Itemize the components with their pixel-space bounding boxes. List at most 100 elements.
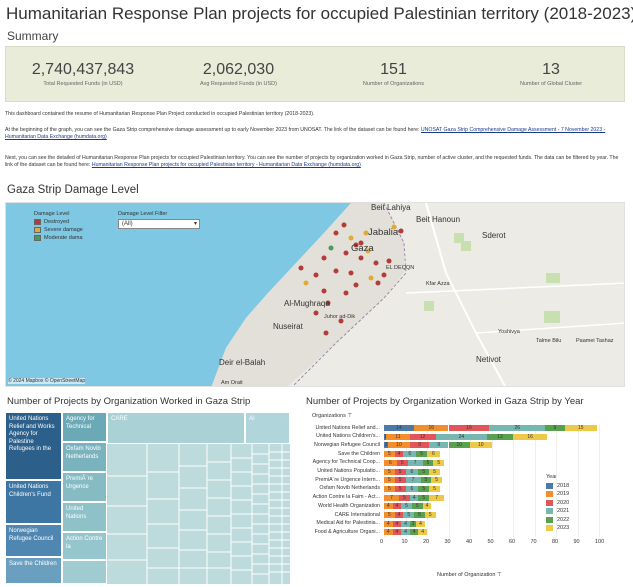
bar-segment[interactable]: 26 [489,425,546,431]
bar-segment[interactable]: 5 [394,477,406,484]
bar-segment[interactable]: 5 [429,468,440,475]
treemap-cell[interactable]: Action Contre la [62,532,107,560]
bar-segment[interactable]: 4 [401,529,410,536]
bar-segment[interactable]: 5 [420,477,432,484]
unosat-dataset-link[interactable]: UNOSAT Gaza Strip Comprehensive Damage A… [5,127,606,140]
filter-icon[interactable]: ⊤ [347,413,353,419]
bar-segment[interactable]: 4 [418,529,427,536]
bar-segment[interactable]: 4 [392,520,402,527]
bar-segment[interactable]: 5 [384,451,395,458]
legend-item[interactable]: Destroyed [34,219,83,225]
bar-segment[interactable]: 4 [392,529,402,536]
legend-item[interactable]: 2019 [546,491,569,497]
bar-segment[interactable]: 4 [394,451,404,458]
legend-item[interactable]: Moderate dama [34,235,83,241]
bar-segment[interactable]: 5 [411,503,423,510]
bar-segment[interactable]: 4 [384,529,393,536]
bar-segment[interactable]: 4 [394,512,404,518]
bar-segment[interactable]: 4 [401,520,410,527]
treemap-cell[interactable]: Agency for Technical [62,412,107,442]
bar-segment[interactable]: 5 [394,485,406,492]
bar-segment[interactable]: 5 [414,512,425,518]
bar-segment[interactable]: 5 [403,512,415,518]
treemap-cell[interactable]: Norwegian Refugee Council [5,524,62,557]
bar-segment[interactable]: 12 [409,433,436,440]
category-label[interactable]: Agency for Technical Coop... [312,459,380,466]
hrp-dataset-link[interactable]: Humanitarian Response Plan projects for … [91,161,361,168]
bar-segment[interactable]: 5 [431,477,443,484]
legend-item[interactable]: 2022 [546,516,569,523]
category-label[interactable]: Norwegian Refugee Council [314,441,380,448]
bar-segment[interactable]: 5 [429,485,440,492]
category-label[interactable]: Action Contre la Faim - Act... [312,494,380,501]
bar-segment[interactable]: 3 [409,520,417,527]
bar-segment[interactable]: 4 [409,494,419,501]
bar-segment[interactable]: 5 [384,477,395,484]
bar-segment[interactable]: 4 [422,503,432,510]
bar-segment[interactable]: 15 [564,425,597,431]
treemap-cell[interactable]: United Nations [62,502,107,532]
bar-segment[interactable]: 12 [487,433,513,440]
bar-segment[interactable]: 14 [384,425,415,431]
category-label[interactable]: United Nations Populatio... [317,468,380,474]
category-label[interactable]: Food & Agriculture Organi... [314,528,380,535]
bar-segment[interactable]: 5 [433,459,445,466]
bar-segment[interactable]: 10 [470,442,492,449]
legend-item[interactable]: 2021 [546,508,569,514]
bar-segment[interactable]: 19 [448,425,490,431]
category-label[interactable]: PremiÃ¨re Urgence Intern... [315,476,380,483]
legend-item[interactable]: 2018 [546,482,569,489]
treemap-cell[interactable]: United Nations Children's Fund [5,480,62,524]
bar-segment[interactable]: 6 [427,451,440,458]
category-label[interactable]: CARE International [334,511,380,518]
treemap-cell[interactable]: Save the Children [5,557,62,584]
category-label[interactable]: United Nations Children's... [315,433,380,440]
bar-segment[interactable]: 10 [388,442,410,449]
bar-segment[interactable]: 24 [435,433,488,440]
bar-segment[interactable]: 16 [513,433,548,440]
bar-segment[interactable]: 5 [384,485,395,492]
legend-item[interactable]: 2020 [546,499,569,506]
bar-segment[interactable]: 4 [416,520,425,527]
bar-segment[interactable]: 5 [394,468,406,475]
bar-segment[interactable]: 6 [405,485,419,492]
bar-segment[interactable]: 1 [384,433,387,440]
bar-segment[interactable]: 6 [405,468,419,475]
treemap-cell[interactable]: United Nations Relief and Works Agency f… [5,412,62,480]
treemap-cell[interactable]: PremiÃ¨re Urgence [62,472,107,502]
bar-segment[interactable]: 4 [409,529,419,536]
bar-segment[interactable]: 16 [414,425,449,431]
bar-segment[interactable]: 5 [401,503,412,510]
legend-item[interactable]: 2023 [546,525,569,531]
category-label[interactable]: Save the Children [337,450,380,457]
damage-level-filter[interactable]: (All) ▾ [118,219,200,229]
category-label[interactable]: World Health Organization [317,502,380,509]
bar-segment[interactable]: 5 [418,485,430,492]
bar-segment[interactable]: 5 [418,468,430,475]
treemap-cell[interactable]: CARE [107,412,245,444]
bar-segment[interactable]: 5 [416,451,427,458]
category-label[interactable]: Medical Aid for Palestinia... [316,520,380,527]
bar-segment[interactable]: 11 [386,433,410,440]
bar-segment[interactable]: 5 [424,512,436,518]
bar-segment[interactable]: 5 [384,512,395,518]
bar-segment[interactable]: 2 [384,442,389,449]
bar-segment[interactable]: 4 [392,503,402,510]
treemap-cell[interactable]: AI [245,412,290,444]
bar-segment[interactable]: 5 [399,494,410,501]
bar-segment[interactable]: 4 [384,520,393,527]
bar-segment[interactable]: 4 [384,503,393,510]
bar-segment[interactable]: 6 [403,451,417,458]
bar-segment[interactable]: 5 [384,468,395,475]
bar-segment[interactable]: 5 [396,459,408,466]
legend-item[interactable]: Severe damage [34,227,83,233]
bar-segment[interactable]: 5 [422,459,434,466]
filter-icon[interactable]: ⊤ [496,572,502,578]
bar-segment[interactable]: 9 [409,442,430,449]
treemap-cell[interactable]: Oxfam Novib Netherlands [62,442,107,472]
category-label[interactable]: United Nations Relief and... [315,424,380,431]
bar-segment[interactable]: 7 [407,459,423,466]
bar-segment[interactable]: 7 [429,494,445,501]
bar-segment[interactable]: 6 [384,459,397,466]
bar-segment[interactable]: 5 [418,494,430,501]
